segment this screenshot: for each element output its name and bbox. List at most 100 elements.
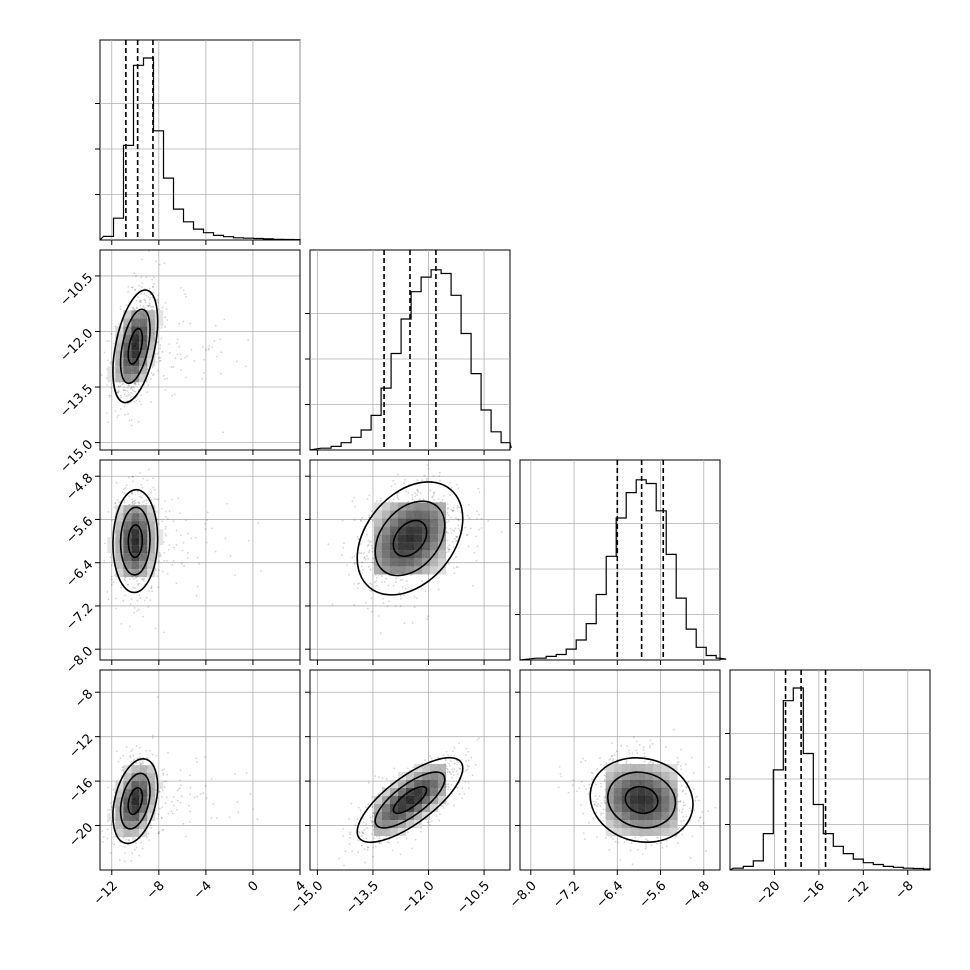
- contour-line: [119, 772, 151, 830]
- scatter-point: [599, 812, 602, 815]
- density-cell: [374, 550, 382, 559]
- scatter-point: [112, 835, 115, 838]
- density-cell: [390, 820, 398, 828]
- scatter-point: [619, 859, 622, 861]
- scatter-point: [392, 498, 395, 500]
- density-cell: [406, 502, 414, 511]
- scatter-point: [405, 837, 408, 839]
- scatter-point: [369, 816, 372, 819]
- scatter-point: [393, 767, 396, 770]
- scatter-point: [584, 759, 587, 762]
- scatter-point: [378, 841, 381, 844]
- scatter-point: [147, 832, 150, 835]
- scatter-point: [603, 796, 606, 799]
- scatter-point: [364, 558, 367, 561]
- density-cell: [123, 773, 132, 782]
- scatter-point: [113, 843, 115, 846]
- scatter-point: [167, 812, 170, 815]
- scatter-point: [150, 401, 152, 403]
- scatter-point: [124, 579, 126, 581]
- scatter-point: [350, 802, 353, 805]
- scatter-point: [154, 627, 157, 630]
- scatter-point: [368, 549, 371, 552]
- density-cell: [139, 553, 148, 562]
- scatter-point: [452, 509, 454, 512]
- density-cell: [430, 772, 438, 780]
- scatter-point: [446, 546, 449, 549]
- scatter-points: [100, 250, 250, 434]
- scatter-point: [127, 384, 130, 387]
- scatter-point: [452, 750, 454, 753]
- density-cell: [398, 796, 406, 804]
- scatter-point: [626, 745, 628, 747]
- scatter-point: [113, 515, 116, 518]
- scatter-point: [151, 753, 154, 756]
- scatter-point: [448, 544, 451, 547]
- scatter-point: [245, 772, 248, 774]
- scatter-point: [120, 586, 122, 589]
- density-cell: [147, 342, 156, 351]
- scatter-point: [430, 757, 433, 760]
- scatter-point: [111, 519, 113, 522]
- scatter-point: [603, 778, 606, 781]
- scatter-point: [480, 527, 483, 529]
- scatter-point: [362, 832, 365, 834]
- scatter-point: [114, 501, 117, 504]
- scatter-point: [476, 545, 479, 548]
- scatter-point: [167, 548, 170, 551]
- density-cell: [123, 342, 132, 351]
- scatter-point: [158, 560, 160, 562]
- scatter-point: [128, 839, 131, 842]
- scatter-point: [164, 378, 166, 380]
- scatter-point: [468, 517, 471, 519]
- density-cell: [414, 558, 422, 567]
- scatter-point: [445, 765, 448, 768]
- scatter-point: [405, 490, 407, 493]
- scatter-point: [156, 696, 159, 698]
- scatter-point: [134, 587, 136, 590]
- scatter-point: [130, 418, 133, 421]
- scatter-point: [165, 525, 167, 528]
- scatter-point: [115, 607, 118, 610]
- density-cell: [414, 780, 422, 788]
- scatter-point: [425, 479, 428, 482]
- scatter-point: [171, 498, 174, 501]
- scatter-point: [247, 339, 250, 342]
- density-cell: [123, 521, 132, 530]
- scatter-point: [679, 765, 682, 767]
- scatter-point: [453, 762, 456, 765]
- scatter-point: [467, 545, 470, 548]
- scatter-point: [110, 806, 113, 808]
- scatter-point: [153, 276, 156, 279]
- scatter-point: [447, 520, 450, 523]
- scatter-point: [176, 353, 179, 356]
- scatter-point: [146, 757, 148, 759]
- scatter-point: [138, 752, 141, 755]
- scatter-point: [342, 546, 345, 549]
- scatter-point: [171, 800, 174, 803]
- scatter-point: [361, 561, 364, 564]
- scatter-point: [158, 569, 160, 572]
- density-cell: [382, 820, 390, 828]
- scatter-points: [557, 728, 717, 866]
- scatter-point: [110, 332, 113, 335]
- density-cell: [123, 505, 132, 514]
- histogram-panel-1: [305, 249, 512, 455]
- density-cell: [438, 550, 446, 559]
- scatter-point: [160, 337, 163, 340]
- scatter-point: [168, 510, 171, 512]
- scatter-point: [185, 835, 187, 838]
- scatter-point: [465, 760, 467, 762]
- scatter-point: [456, 787, 459, 789]
- scatter-point: [172, 796, 175, 798]
- scatter-point: [480, 517, 483, 520]
- scatter-point: [450, 516, 452, 519]
- scatter-point: [119, 408, 122, 410]
- scatter-point: [145, 294, 148, 297]
- scatter-point: [412, 766, 414, 769]
- scatter-point: [164, 802, 167, 805]
- scatter-point: [439, 813, 441, 816]
- scatter-point: [454, 527, 457, 530]
- scatter-point: [699, 826, 702, 828]
- scatter-point: [158, 555, 161, 557]
